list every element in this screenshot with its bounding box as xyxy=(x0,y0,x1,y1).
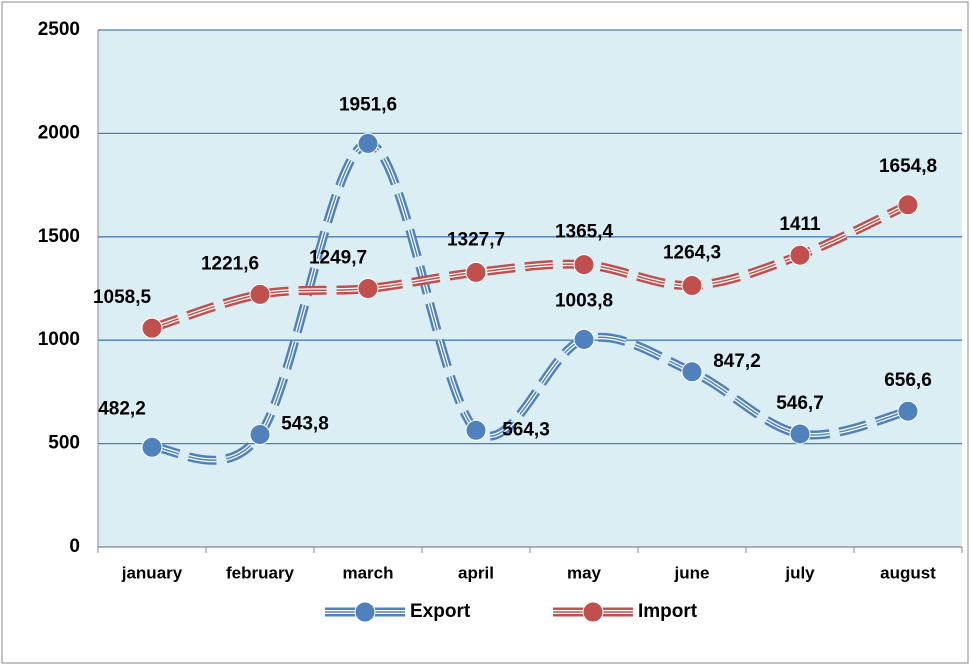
series-line xyxy=(151,204,909,329)
data-label: 1411 xyxy=(779,214,821,235)
x-tick-label: july xyxy=(784,563,815,582)
legend-label: Export xyxy=(410,601,471,622)
data-label: 1951,6 xyxy=(339,94,397,115)
data-label: 1221,6 xyxy=(201,253,259,274)
marker xyxy=(357,132,379,154)
x-tick-label: august xyxy=(880,563,936,582)
plot-area xyxy=(98,30,962,547)
data-label: 1365,4 xyxy=(555,222,614,243)
x-tick-label: may xyxy=(567,563,602,582)
y-tick-label: 1500 xyxy=(38,226,80,247)
legend-label: Import xyxy=(638,601,698,622)
marker xyxy=(141,317,163,339)
y-tick-label: 2000 xyxy=(38,122,80,143)
data-label: 1264,3 xyxy=(663,243,721,264)
data-label: 546,7 xyxy=(776,393,824,414)
data-label: 1654,8 xyxy=(879,156,937,177)
x-tick-label: march xyxy=(342,563,393,582)
y-tick-label: 0 xyxy=(69,536,80,557)
y-tick-label: 2500 xyxy=(38,19,80,40)
marker xyxy=(573,254,595,276)
y-tick-label: 500 xyxy=(48,433,80,454)
marker xyxy=(249,283,271,305)
x-tick-label: january xyxy=(121,563,183,582)
x-tick-label: april xyxy=(458,563,494,582)
legend-marker xyxy=(582,601,604,623)
marker xyxy=(357,278,379,300)
marker xyxy=(249,424,271,446)
marker xyxy=(141,436,163,458)
legend-marker xyxy=(354,601,376,623)
marker xyxy=(789,423,811,445)
data-label: 847,2 xyxy=(713,351,761,372)
marker xyxy=(465,419,487,441)
y-tick-label: 1000 xyxy=(38,329,80,350)
data-label: 564,3 xyxy=(502,419,550,440)
marker xyxy=(897,400,919,422)
marker xyxy=(897,194,919,216)
marker xyxy=(573,328,595,350)
marker xyxy=(681,275,703,297)
x-tick-label: february xyxy=(226,563,295,582)
data-label: 482,2 xyxy=(98,398,146,419)
data-label: 1058,5 xyxy=(93,287,152,308)
data-label: 543,8 xyxy=(281,414,329,435)
marker xyxy=(681,361,703,383)
data-label: 1003,8 xyxy=(555,290,613,311)
marker xyxy=(465,261,487,283)
data-label: 656,6 xyxy=(884,370,932,391)
data-label: 1249,7 xyxy=(309,248,367,269)
marker xyxy=(789,244,811,266)
x-tick-label: june xyxy=(674,563,710,582)
data-label: 1327,7 xyxy=(447,229,505,250)
